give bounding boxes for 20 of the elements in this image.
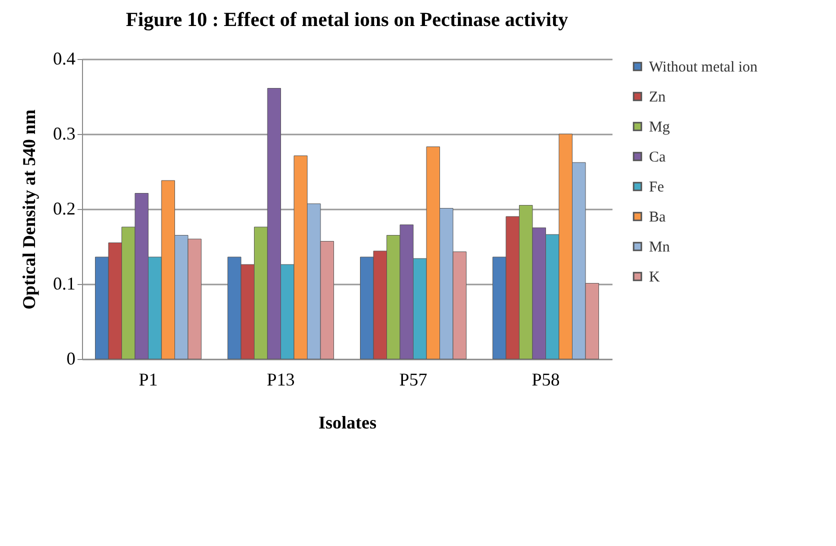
legend-label: Zn (649, 90, 666, 106)
y-tick-label: 0.3 (53, 124, 76, 144)
x-tick-label: P13 (266, 370, 295, 390)
legend-label: Ca (649, 150, 666, 166)
legend-label: Mg (649, 120, 670, 136)
x-axis-title: Isolates (318, 412, 376, 432)
legend-label: Without metal ion (649, 60, 758, 76)
chart-title: Figure 10 : Effect of metal ions on Pectinase activity (126, 9, 568, 31)
y-axis-title: Optical Density at 540 nm (19, 110, 39, 310)
x-tick-label: P57 (399, 370, 428, 390)
y-tick-label: 0.4 (53, 48, 76, 68)
y-tick-label: 0 (66, 348, 76, 368)
y-tick-label: 0.2 (53, 198, 76, 218)
x-tick-label: P1 (138, 370, 158, 390)
legend-label: Fe (649, 180, 664, 196)
legend-label: Mn (649, 240, 670, 256)
legend-label: K (649, 270, 660, 286)
legend-label: Ba (649, 210, 666, 226)
y-tick-label: 0.1 (53, 274, 76, 294)
x-tick-label: P58 (532, 370, 560, 390)
